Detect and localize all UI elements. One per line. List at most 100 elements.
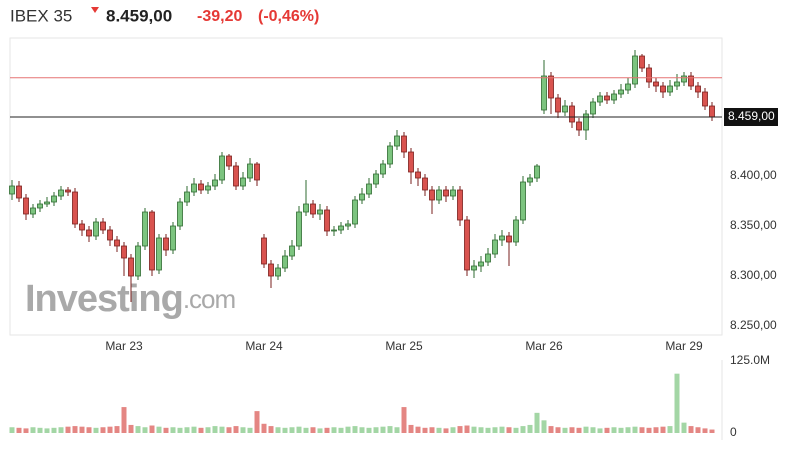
volume-bar [443,428,449,433]
candle-body [93,221,99,237]
volume-bar [569,427,575,433]
candle-body [254,163,260,181]
volume-bar [303,427,309,433]
candle-body [562,105,568,113]
volume-bar [401,407,407,433]
candle-body [177,201,183,227]
candle-body [450,189,456,197]
candle-body [345,223,351,227]
candle-body [485,253,491,263]
candle-body [625,83,631,91]
candle-body [401,135,407,153]
candle-body [275,267,281,277]
volume-bar [37,427,43,433]
candle-body [576,121,582,131]
volume-bar [555,427,561,433]
volume-bar [485,427,491,433]
volume-bar [58,427,64,433]
volume-bar [163,427,169,433]
candle-body [261,237,267,265]
candle-body [58,189,64,197]
candle-body [394,135,400,147]
candle-body [443,189,449,197]
volume-bar [639,427,645,433]
volume-bar [233,426,239,433]
volume-bar [583,426,589,433]
candle-body [527,177,533,183]
candle-body [555,97,561,113]
volume-tick-label: 0 [730,425,737,439]
candle-body [597,95,603,103]
volume-bar [457,426,463,433]
y-tick-label: 8.400,00 [730,168,777,182]
candle-body [492,239,498,255]
candle-body [688,75,694,87]
volume-bar [520,426,526,433]
volume-bar [415,426,421,433]
volume-bar [44,428,50,433]
volume-bar [653,427,659,433]
volume-bar [205,427,211,433]
volume-bar [597,428,603,433]
volume-bar [380,426,386,433]
volume-bar [191,426,197,433]
volume-bar [359,427,365,433]
candle-body [51,195,57,203]
volume-bar [107,426,113,433]
candle-body [422,177,428,191]
volume-bar [702,428,708,433]
volume-bar [289,427,295,433]
volume-bar [541,420,547,433]
volume-bar [16,427,22,433]
volume-bar [394,427,400,433]
volume-bar [100,427,106,433]
y-tick-label: 8.300,00 [730,268,777,282]
volume-bar [275,427,281,433]
watermark-main: Investing [25,278,183,320]
volume-bar [345,426,351,433]
volume-bar [576,427,582,433]
candle-body [9,185,15,195]
change-pct: (-0,46%) [258,8,319,25]
candle-body [709,105,715,118]
volume-bar [142,427,148,433]
candle-body [233,165,239,187]
candle-body [478,261,484,267]
candle-body [170,225,176,251]
volume-bar [478,427,484,433]
candle-body [100,221,106,231]
candle-body [289,245,295,257]
volume-bar [212,426,218,433]
candle-body [436,189,442,201]
candle-body [268,263,274,277]
volume-bar [548,426,554,433]
candle-body [611,93,617,101]
volume-bar [317,428,323,433]
candle-body [240,177,246,187]
volume-bar [436,427,442,433]
candle-body [156,237,162,271]
candle-body [380,163,386,175]
candle-body [681,75,687,83]
candle-body [429,189,435,201]
symbol: IBEX 35 [10,6,72,25]
volume-bar [688,426,694,433]
volume-bar [604,427,610,433]
volume-bar [65,426,71,433]
volume-bar [387,426,393,433]
volume-bar [128,424,134,433]
volume-bar [184,427,190,433]
volume-bar [9,427,15,433]
candle-body [205,185,211,191]
candle-body [247,163,253,179]
candle-body [212,179,218,187]
volume-bar [219,426,225,433]
volume-bar [709,429,715,433]
y-tick-label: 8.350,00 [730,218,777,232]
candle-body [107,229,113,241]
candle-body [16,185,22,199]
candle-body [583,113,589,131]
volume-bar [429,427,435,433]
candle-body [541,75,547,111]
